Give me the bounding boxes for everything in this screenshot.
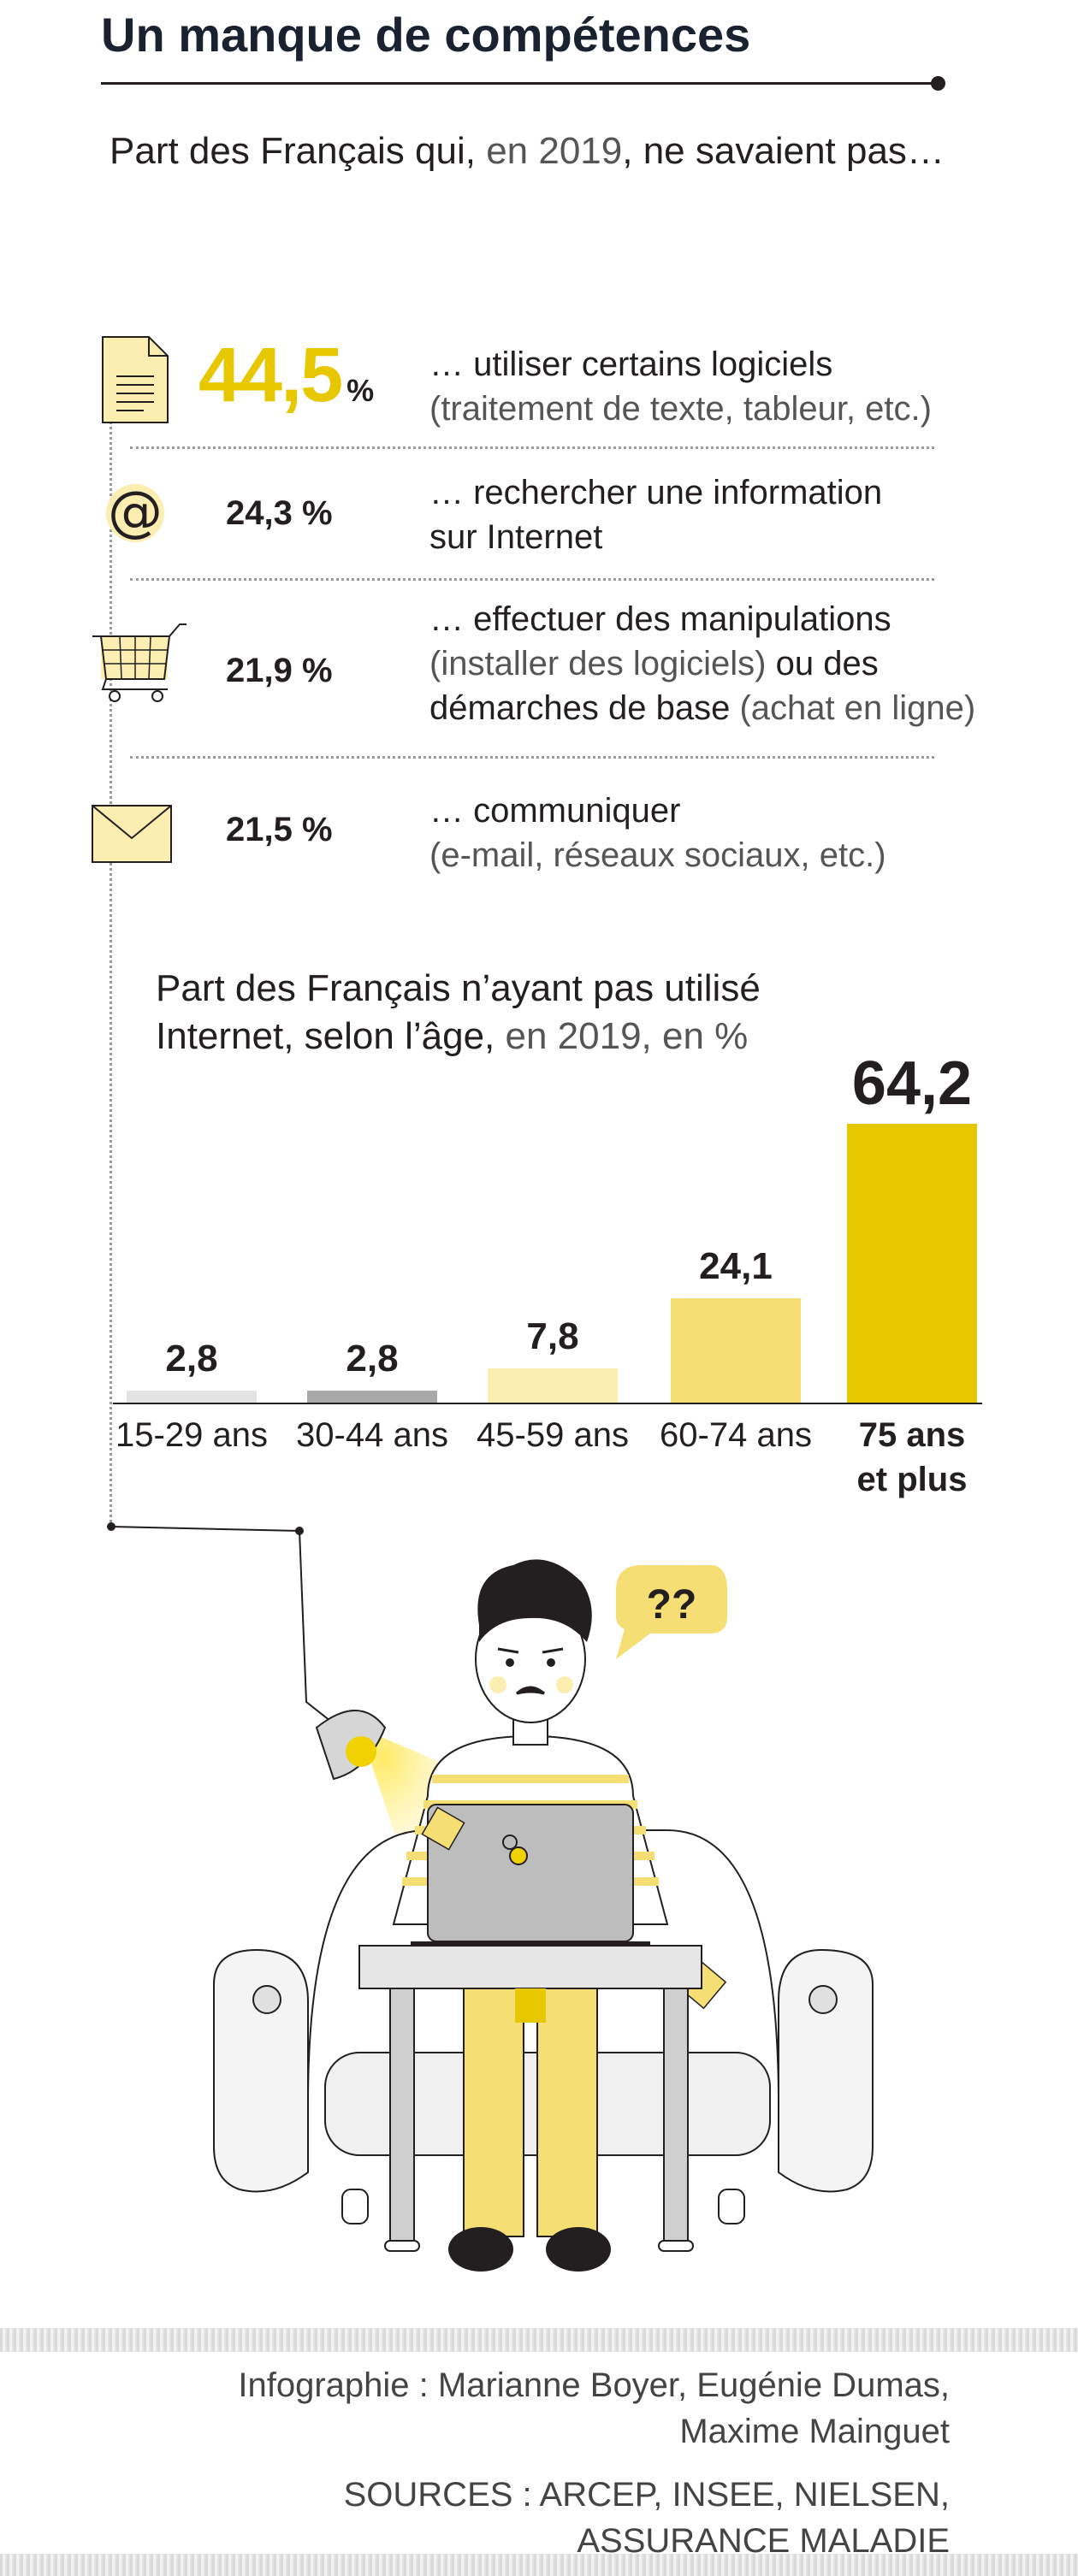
stat-text-1-line1: … utiliser certains logiciels bbox=[429, 346, 833, 383]
chart-title-line2a: Internet, selon l’âge, bbox=[156, 1015, 495, 1057]
stat-text-4-line1: … communiquer bbox=[429, 792, 681, 830]
stat-text-3-line3: démarches de base (achat en ligne) bbox=[429, 686, 975, 730]
stat-text-2-line1: … rechercher une information bbox=[429, 474, 883, 511]
stat-text-3-line2a: (installer des logiciels) bbox=[429, 645, 767, 682]
page-title: Un manque de compétences bbox=[101, 8, 751, 62]
stat-text-4: … communiquer (e-mail, réseaux sociaux, … bbox=[429, 789, 886, 877]
credits: Infographie : Marianne Boyer, Eugénie Du… bbox=[238, 2362, 950, 2455]
stat-value-4: 21,5 % bbox=[226, 811, 333, 848]
stat-text-2-line2: sur Internet bbox=[429, 518, 603, 556]
stat-value-1-number: 44,5 bbox=[198, 333, 343, 418]
person-with-laptop-illustration: ?? bbox=[107, 1522, 874, 2272]
bar-value-label-2: 2,8 bbox=[346, 1338, 399, 1380]
stat-text-1: … utiliser certains logiciels (traitemen… bbox=[429, 342, 932, 431]
tick-label-4: 60-74 ans bbox=[660, 1416, 812, 1454]
title-rule-dot bbox=[931, 76, 945, 91]
subtitle-pre: Part des Français qui, bbox=[110, 130, 487, 172]
bar-5 bbox=[847, 1124, 977, 1403]
shopping-cart-icon bbox=[92, 623, 187, 702]
footer-grain-top bbox=[0, 2328, 1078, 2352]
bar-3 bbox=[488, 1368, 618, 1403]
separator-3 bbox=[130, 756, 934, 759]
stat-value-2: 24,3 % bbox=[226, 494, 333, 532]
tick-label-5: 75 ans et plus bbox=[856, 1416, 968, 1498]
bar-2 bbox=[307, 1391, 437, 1403]
separator-2 bbox=[130, 578, 934, 581]
separator-1 bbox=[130, 446, 934, 449]
title-rule bbox=[101, 82, 938, 85]
chart-title-line2b: en 2019, en % bbox=[495, 1015, 749, 1057]
bar-1 bbox=[127, 1391, 257, 1403]
stat-text-3-line2b: ou des bbox=[766, 645, 879, 682]
stat-text-3: … effectuer des manipulations (installer… bbox=[429, 597, 975, 730]
stat-text-3-line3a: démarches de base bbox=[429, 689, 731, 727]
credit-line1: Infographie : Marianne Boyer, Eugénie Du… bbox=[238, 2366, 950, 2404]
sources-line2: ASSURANCE MALADIE bbox=[577, 2522, 950, 2560]
stat-text-3-line2: (installer des logiciels) ou des bbox=[429, 641, 975, 686]
stat-text-3-line3b: (achat en ligne) bbox=[730, 689, 976, 727]
chart-title-line2: Internet, selon l’âge, en 2019, en % bbox=[156, 1013, 761, 1061]
stat-value-3: 21,9 % bbox=[226, 652, 333, 689]
subtitle-post: , ne savaient pas… bbox=[622, 130, 945, 172]
envelope-icon bbox=[92, 805, 172, 863]
at-sign-icon: @ bbox=[106, 481, 164, 544]
stat-value-1: 44,5% bbox=[198, 332, 374, 420]
subtitle-year: en 2019 bbox=[486, 130, 623, 172]
footer-grain-bottom bbox=[0, 2554, 1078, 2576]
chart-title: Part des Français n’ayant pas utilisé In… bbox=[156, 965, 761, 1061]
chart-title-line1: Part des Français n’ayant pas utilisé bbox=[156, 967, 761, 1009]
tick-label-1: 15-29 ans bbox=[116, 1416, 268, 1454]
stat-text-4-line2: (e-mail, réseaux sociaux, etc.) bbox=[429, 836, 886, 874]
document-icon bbox=[102, 336, 169, 423]
bar-value-label-5: 64,2 bbox=[851, 1049, 973, 1118]
credit-line2: Maxime Mainguet bbox=[679, 2413, 950, 2450]
sources: Sources : ARCEP, INSEE, NIELSEN, ASSURAN… bbox=[344, 2472, 950, 2564]
chart-baseline bbox=[113, 1403, 982, 1404]
tick-label-2: 30-44 ans bbox=[296, 1416, 448, 1454]
bar-value-label-3: 7,8 bbox=[526, 1315, 579, 1357]
subtitle: Part des Français qui, en 2019, ne savai… bbox=[110, 130, 945, 173]
bar-4 bbox=[671, 1298, 801, 1403]
sources-line1: Sources : ARCEP, INSEE, NIELSEN, bbox=[343, 2476, 950, 2514]
stat-text-2: … rechercher une information sur Interne… bbox=[429, 470, 882, 559]
tick-label-3: 45-59 ans bbox=[477, 1416, 629, 1454]
bar-value-label-1: 2,8 bbox=[165, 1338, 218, 1380]
svg-text:@: @ bbox=[108, 481, 163, 544]
connector-line bbox=[110, 402, 112, 1527]
bar-value-label-4: 24,1 bbox=[699, 1245, 773, 1287]
stat-text-1-line2: (traitement de texte, tableur, etc.) bbox=[429, 390, 932, 428]
stat-text-3-line1: … effectuer des manipulations bbox=[429, 600, 891, 638]
stat-value-1-unit: % bbox=[346, 373, 375, 408]
speech-bubble-text: ?? bbox=[647, 1582, 697, 1628]
